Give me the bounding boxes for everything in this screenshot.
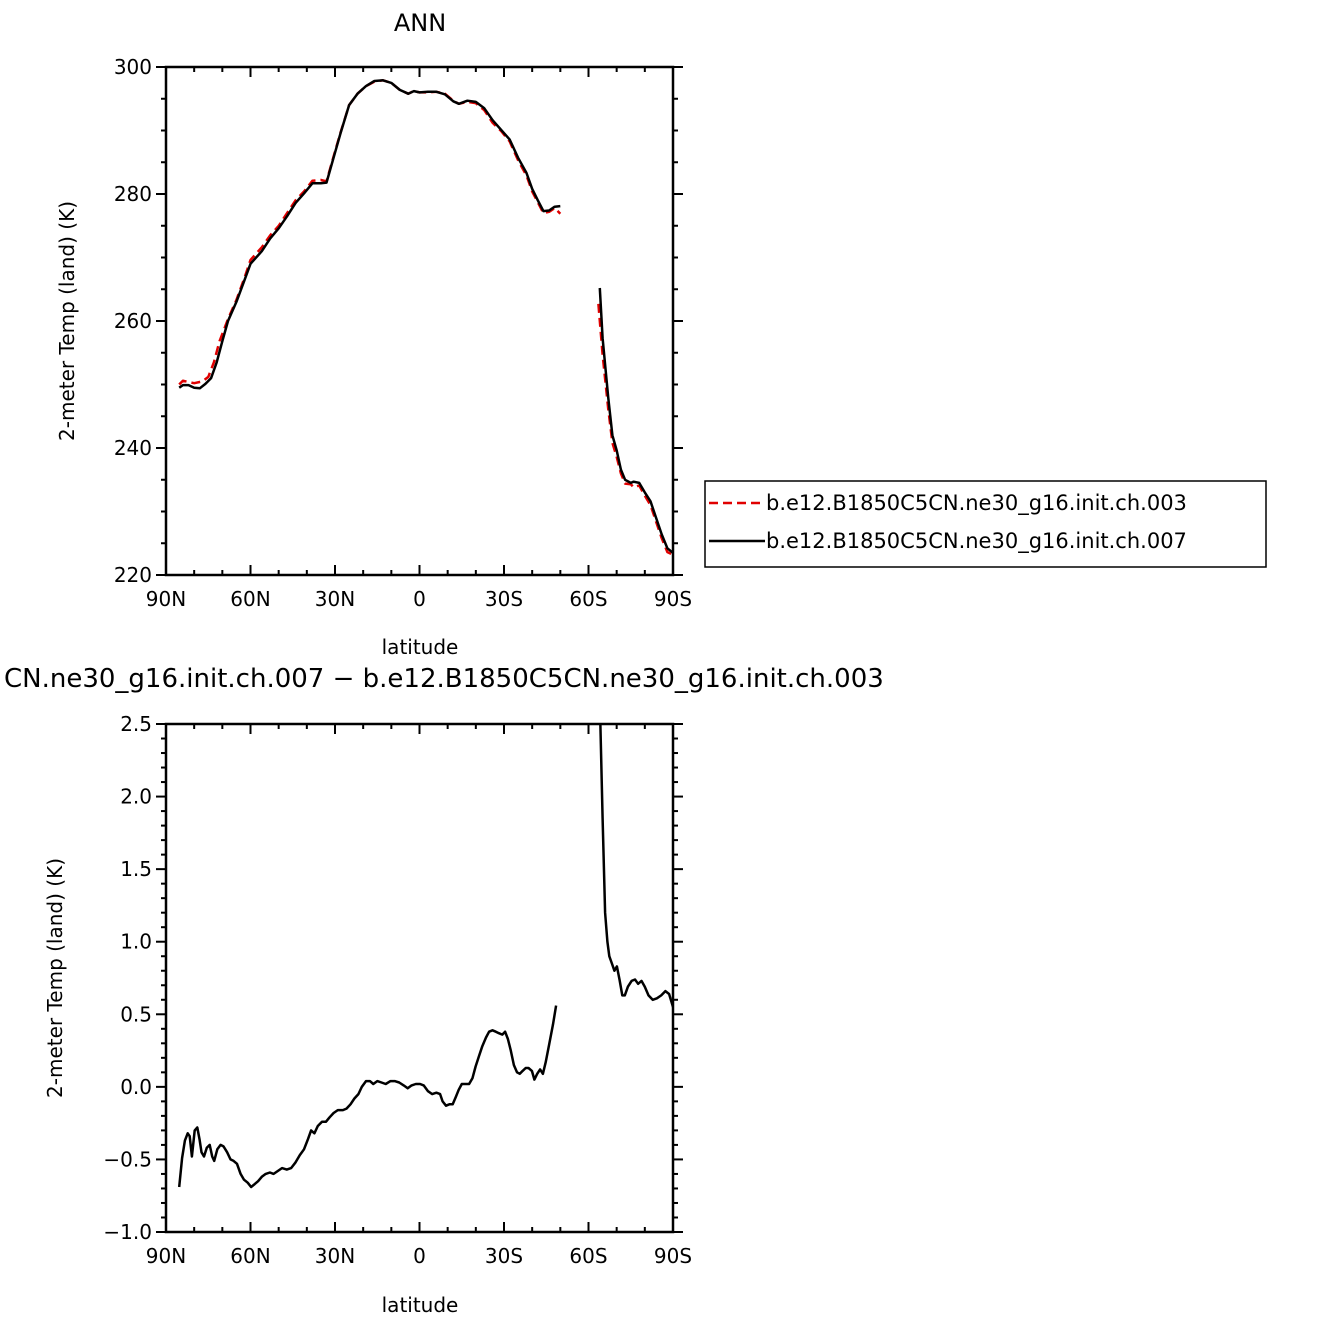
bottom-panel: CN.ne30_g16.init.ch.007 − b.e12.B1850C5C…	[4, 664, 884, 1317]
series-line-0-0-0	[178, 79, 562, 386]
bottom-series-layer	[177, 724, 673, 1189]
legend-box	[704, 480, 1267, 568]
y-tick-label: −0.5	[103, 1147, 152, 1171]
y-tick-label: 260	[114, 309, 152, 333]
series-line-0-1-1	[598, 287, 673, 554]
y-tick-label: 2.0	[120, 785, 152, 809]
x-tick-label: 30S	[485, 587, 523, 611]
series-line-0-0-1	[597, 303, 673, 556]
y-tick-label: 240	[114, 436, 152, 460]
x-tick-label: 90N	[146, 587, 186, 611]
series-line-1-0-0	[177, 1005, 558, 1189]
x-tick-label: 60N	[230, 587, 270, 611]
top-series-layer	[178, 79, 673, 556]
top-x-axis-label: latitude	[382, 635, 459, 659]
top-tick-labels: 90N 60N 30N 0 30S 60S 90S 220 240 260 280 300	[114, 55, 692, 611]
y-tick-label: 300	[114, 55, 152, 79]
x-tick-label: 60S	[569, 587, 607, 611]
top-ticks	[156, 66, 683, 576]
x-tick-label: 0	[413, 1244, 426, 1268]
bottom-y-axis-label: 2-meter Temp (land) (K)	[43, 858, 67, 1098]
top-plot-frame	[164, 65, 675, 577]
x-tick-label: 90S	[654, 1244, 692, 1268]
x-tick-label: 90N	[146, 1244, 186, 1268]
x-tick-label: 90S	[654, 587, 692, 611]
series-line-0-1-0	[178, 79, 561, 390]
y-tick-label: 280	[114, 182, 152, 206]
legend-label-003: b.e12.B1850C5CN.ne30_g16.init.ch.003	[766, 491, 1187, 516]
top-y-axis-label: 2-meter Temp (land) (K)	[55, 201, 79, 441]
x-tick-label: 30N	[315, 1244, 355, 1268]
y-tick-label: −1.0	[103, 1220, 152, 1244]
series-line-1-0-1	[599, 724, 673, 1008]
x-tick-label: 30S	[485, 1244, 523, 1268]
bottom-ticks	[156, 723, 683, 1233]
legend: b.e12.B1850C5CN.ne30_g16.init.ch.003 b.e…	[704, 480, 1267, 568]
y-tick-label: 2.5	[120, 712, 152, 736]
legend-label-007: b.e12.B1850C5CN.ne30_g16.init.ch.007	[766, 529, 1187, 554]
x-tick-label: 0	[413, 587, 426, 611]
top-chart-title: ANN	[394, 9, 446, 37]
bottom-tick-labels: 90N 60N 30N 0 30S 60S 90S −1.0 −0.5 0.0 0.5 1.0 1.5 2…	[103, 712, 692, 1268]
bottom-chart-title: CN.ne30_g16.init.ch.007 − b.e12.B1850C5C…	[4, 664, 884, 694]
bottom-x-axis-label: latitude	[382, 1293, 459, 1317]
x-tick-label: 30N	[315, 587, 355, 611]
y-tick-label: 1.0	[120, 930, 152, 954]
top-panel: ANN 90N 60N 30N 0 30S 60S 90S 220 240 260 280 300 l…	[55, 9, 692, 659]
y-tick-label: 1.5	[120, 857, 152, 881]
y-tick-label: 0.0	[120, 1075, 152, 1099]
y-tick-label: 220	[114, 563, 152, 587]
bottom-plot-frame	[164, 722, 675, 1234]
y-tick-label: 0.5	[120, 1002, 152, 1026]
x-tick-label: 60N	[230, 1244, 270, 1268]
x-tick-label: 60S	[569, 1244, 607, 1268]
